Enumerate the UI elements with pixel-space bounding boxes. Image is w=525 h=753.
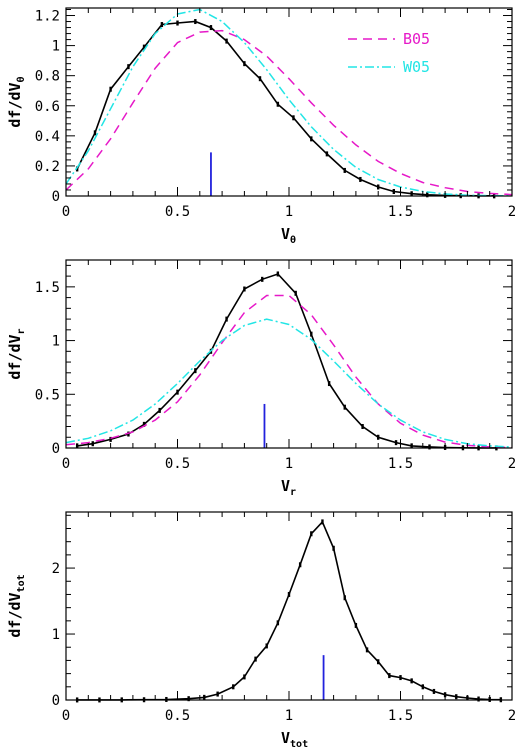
y-tick-label: 2 xyxy=(52,561,60,577)
y-axis-label: df/dVθ xyxy=(6,76,27,127)
panel-1: 0 0.5 1 1.5 2 0 0.2 0.4 0.6 0.8 1 1.2 Vθ df/dVθ xyxy=(6,7,516,246)
y-tick-label: 1 xyxy=(52,39,60,55)
series-line-w05 xyxy=(65,318,513,448)
x-tick-label: 0 xyxy=(62,204,70,220)
y-tick-label: 0 xyxy=(52,693,60,709)
x-tick-label: 0.5 xyxy=(165,204,190,220)
x-tick-label: 0.5 xyxy=(165,456,190,472)
series-line-data xyxy=(76,20,495,197)
series-line-b05 xyxy=(65,294,513,449)
x-tick-label: 0.5 xyxy=(165,708,190,724)
x-tick-label: 1.5 xyxy=(388,456,413,472)
x-axis-label: Vr xyxy=(281,477,296,498)
series-line-w05 xyxy=(65,8,513,197)
y-tick-label: 1.2 xyxy=(35,9,60,25)
legend-label-b05: B05 xyxy=(403,30,430,48)
x-tick-label: 1 xyxy=(285,204,293,220)
x-axis-label: Vtot xyxy=(281,729,308,750)
x-tick-label: 1.5 xyxy=(388,204,413,220)
y-tick-label: 1.5 xyxy=(35,280,60,296)
y-tick-label: 0.5 xyxy=(35,387,60,403)
x-tick-label: 0 xyxy=(62,456,70,472)
y-tick-label: 0.8 xyxy=(35,69,60,85)
x-tick-label: 1 xyxy=(285,456,293,472)
y-tick-label: 0 xyxy=(52,441,60,457)
x-tick-label: 2 xyxy=(508,204,516,220)
panel-2: 0 0.5 1 1.5 2 0 0.5 1 1.5 Vr df/dVr xyxy=(6,259,516,498)
x-tick-label: 0 xyxy=(62,708,70,724)
series-line-data xyxy=(77,520,501,701)
x-axis-label: Vθ xyxy=(281,225,296,246)
y-tick-label: 0.4 xyxy=(35,129,60,145)
y-tick-label: 0.2 xyxy=(35,159,60,175)
panel-3: 0 0.5 1 1.5 2 0 1 2 Vtot df/dVtot xyxy=(6,511,516,750)
x-tick-label: 1 xyxy=(285,708,293,724)
legend-label-w05: W05 xyxy=(403,58,430,76)
x-tick-label: 2 xyxy=(508,456,516,472)
y-tick-label: 0 xyxy=(52,189,60,205)
y-axis-label: df/dVr xyxy=(6,328,27,379)
y-tick-label: 1 xyxy=(52,627,60,643)
series-line-data xyxy=(77,273,497,449)
x-tick-label: 1.5 xyxy=(388,708,413,724)
y-tick-label: 1 xyxy=(52,334,60,350)
y-tick-label: 0.6 xyxy=(35,99,60,115)
y-axis-label: df/dVtot xyxy=(6,574,27,637)
legend: B05 W05 xyxy=(348,30,430,76)
series-line-b05 xyxy=(65,29,513,196)
x-tick-label: 2 xyxy=(508,708,516,724)
plot-frame xyxy=(65,511,513,701)
